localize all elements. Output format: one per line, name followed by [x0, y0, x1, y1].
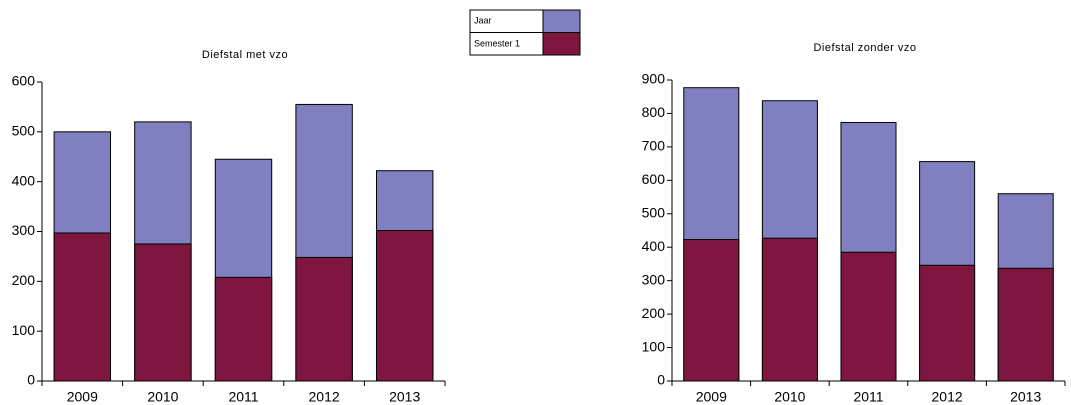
y-tick-label: 0 [27, 372, 35, 388]
y-tick-label: 400 [642, 238, 666, 254]
x-tick-label: 2012 [309, 389, 340, 405]
legend-label: Jaar [474, 15, 492, 25]
x-tick-label: 2012 [932, 389, 963, 405]
legend-swatch [542, 9, 581, 33]
y-tick-label: 200 [12, 272, 36, 288]
legend-label: Semester 1 [474, 38, 520, 48]
bar [53, 232, 112, 382]
bar [683, 239, 740, 382]
y-tick-label: 500 [642, 204, 666, 220]
y-tick-label: 500 [12, 123, 36, 139]
x-tick-label: 2011 [228, 389, 258, 405]
y-tick-label: 100 [12, 322, 36, 338]
y-tick-label: 600 [12, 73, 36, 89]
bar [214, 276, 273, 382]
chart-title: Diefstal zonder vzo [813, 42, 916, 54]
bar [375, 230, 434, 382]
y-tick-label: 0 [657, 372, 665, 388]
chart-title: Diefstal met vzo [202, 49, 288, 61]
y-tick-label: 100 [642, 338, 666, 354]
x-tick-label: 2010 [774, 389, 805, 405]
x-tick-label: 2013 [1010, 389, 1041, 405]
x-tick-label: 2011 [853, 389, 883, 405]
bar [295, 256, 353, 382]
bar [919, 264, 976, 382]
x-tick-label: 2010 [147, 389, 178, 405]
bar [134, 243, 192, 382]
y-tick-label: 800 [642, 104, 666, 120]
bar [761, 237, 818, 382]
x-tick-label: 2009 [67, 389, 98, 405]
x-tick-label: 2009 [696, 389, 727, 405]
y-tick-label: 700 [642, 138, 666, 154]
legend-swatch [542, 32, 581, 56]
y-tick-label: 200 [642, 305, 666, 321]
y-tick-label: 300 [12, 222, 36, 238]
bar [840, 251, 897, 382]
y-tick-label: 900 [642, 71, 666, 87]
y-tick-label: 300 [642, 271, 666, 287]
bar [997, 267, 1054, 382]
y-tick-label: 600 [642, 171, 666, 187]
y-tick-label: 400 [12, 172, 36, 188]
x-tick-label: 2013 [389, 389, 420, 405]
